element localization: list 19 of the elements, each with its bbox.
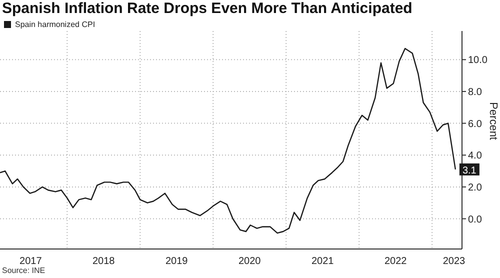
y-axis-title: Percent — [487, 102, 500, 140]
x-tick-label: 2023 — [442, 256, 466, 268]
x-tick-label: 2020 — [238, 256, 262, 268]
y-tick-label: 0.0 — [468, 214, 482, 226]
x-tick-label: 2017 — [20, 256, 42, 268]
y-tick-label: 8.0 — [468, 87, 482, 98]
y-tick-label: 2.0 — [468, 182, 482, 194]
data-label: 3.1 — [462, 165, 477, 176]
line-series — [0, 48, 456, 234]
y-tick-label: 10.0 — [468, 55, 488, 66]
chart-title: Spanish Inflation Rate Drops Even More Than Anticipated — [2, 0, 412, 17]
x-tick-label: 2021 — [311, 256, 334, 268]
x-tick-label: 2019 — [166, 256, 188, 268]
legend-label: Spain harmonized CPI — [15, 20, 96, 29]
x-tick-label: 2018 — [92, 256, 116, 268]
source-note: Source: INE — [2, 266, 46, 275]
y-tick-label: 6.0 — [468, 118, 482, 130]
x-tick-label: 2022 — [384, 256, 408, 268]
y-tick-label: 4.0 — [468, 150, 482, 162]
